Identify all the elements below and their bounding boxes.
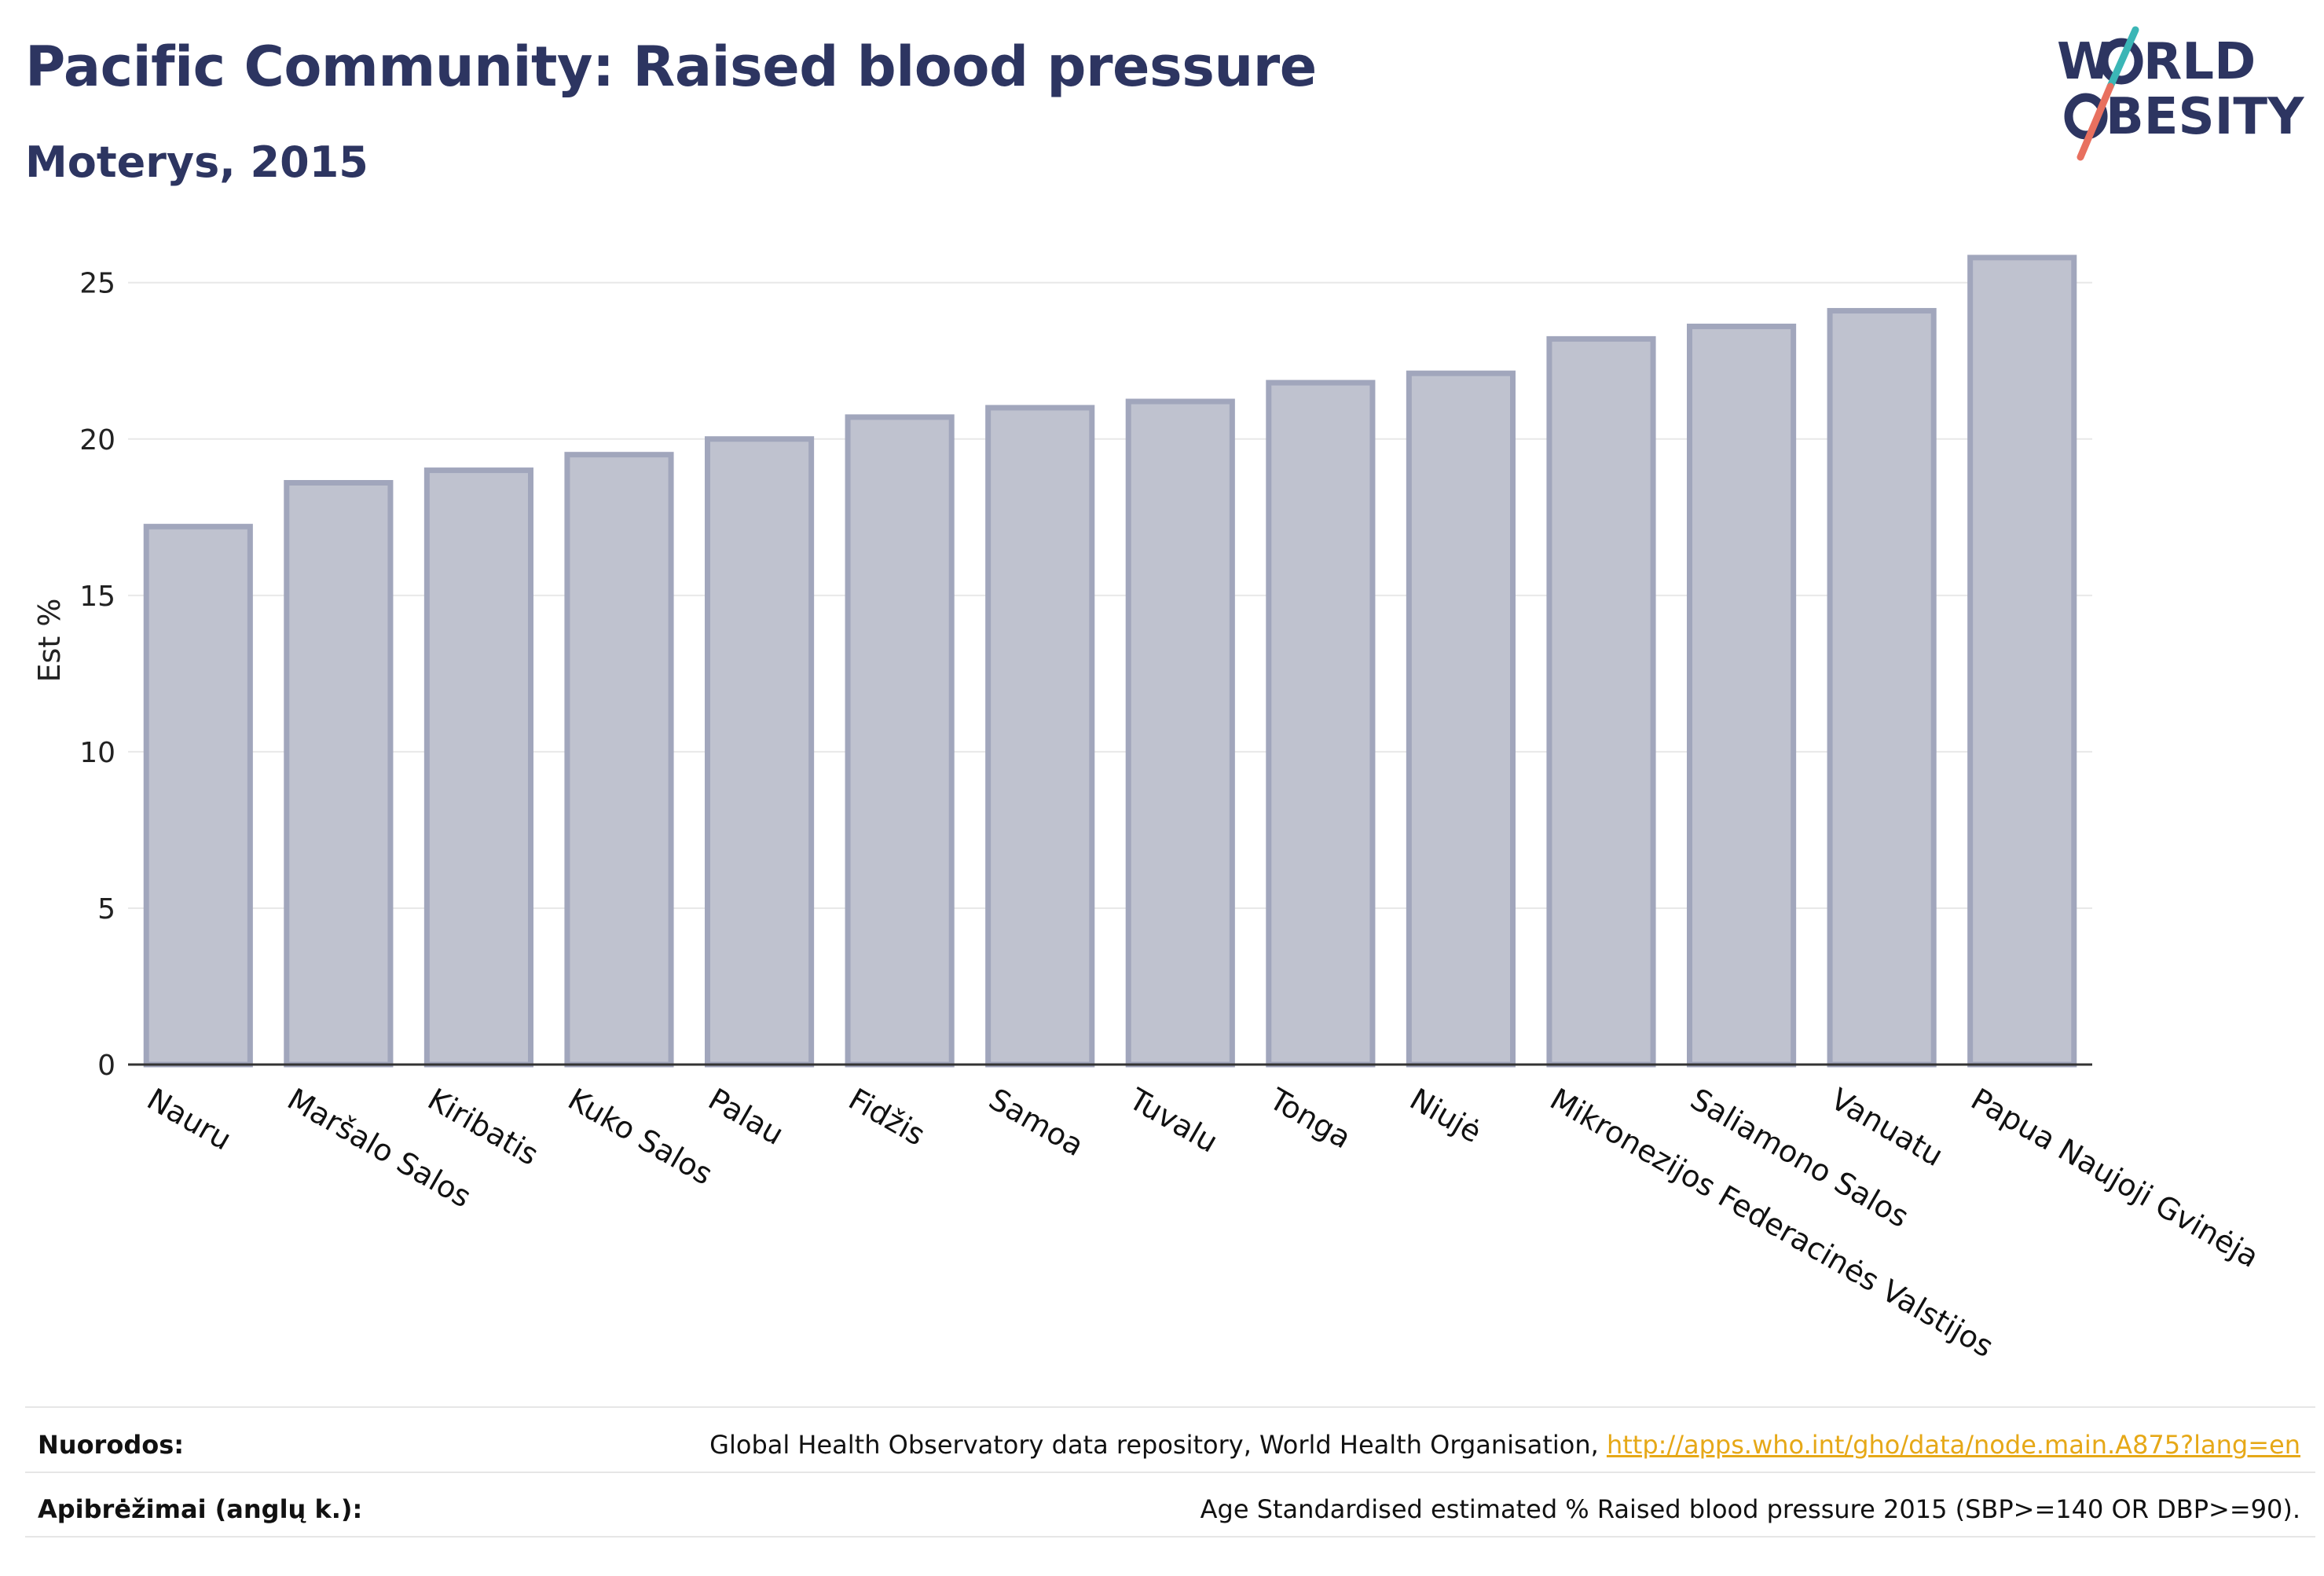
x-tick-label: Kiribatis bbox=[422, 1082, 544, 1172]
svg-text:RLD: RLD bbox=[2143, 33, 2256, 91]
bar[interactable] bbox=[1125, 398, 1235, 1068]
svg-text:BESITY: BESITY bbox=[2106, 88, 2304, 146]
bar[interactable] bbox=[143, 523, 253, 1068]
definitions-value: Age Standardised estimated % Raised bloo… bbox=[1200, 1494, 2300, 1524]
x-tick-label: Tonga bbox=[1263, 1081, 1357, 1155]
sources-link[interactable]: http://apps.who.int/gho/data/node.main.A… bbox=[1606, 1430, 2300, 1460]
x-tick-label: Kuko Salos bbox=[563, 1082, 719, 1192]
x-tick-label: Niujė bbox=[1404, 1082, 1487, 1150]
bar[interactable] bbox=[564, 452, 674, 1068]
bar[interactable] bbox=[423, 467, 533, 1068]
footer-divider-top bbox=[25, 1406, 2315, 1408]
bars bbox=[143, 255, 2077, 1068]
y-tick-label: 20 bbox=[79, 424, 115, 456]
y-tick-label: 25 bbox=[79, 268, 115, 300]
x-tick-label: Palau bbox=[702, 1082, 790, 1152]
bar[interactable] bbox=[985, 405, 1095, 1068]
bar[interactable] bbox=[705, 436, 815, 1068]
world-obesity-logo: W RLD BESITY bbox=[2057, 26, 2304, 161]
x-tick-label: Fidžis bbox=[843, 1082, 931, 1153]
x-tick-label: Nauru bbox=[141, 1082, 237, 1157]
x-tick-label: Vanuatu bbox=[1825, 1082, 1949, 1173]
chart-subtitle: Moterys, 2015 bbox=[25, 137, 368, 187]
sources-text: Global Health Observatory data repositor… bbox=[709, 1430, 1607, 1460]
footer-divider-middle bbox=[25, 1472, 2315, 1473]
gridlines bbox=[128, 281, 2092, 909]
bar[interactable] bbox=[1967, 255, 2077, 1068]
sources-label: Nuorodos: bbox=[38, 1430, 185, 1460]
chart-title: Pacific Community: Raised blood pressure bbox=[25, 35, 1317, 99]
y-tick-label: 10 bbox=[79, 737, 115, 769]
bar[interactable] bbox=[1546, 335, 1656, 1068]
footer-divider-bottom bbox=[25, 1536, 2315, 1538]
bar[interactable] bbox=[1406, 370, 1516, 1068]
x-tick-label: Tuvalu bbox=[1123, 1081, 1223, 1160]
x-tick-label: Samoa bbox=[983, 1082, 1089, 1164]
y-tick-label: 0 bbox=[97, 1050, 115, 1082]
y-axis-label: Est % bbox=[32, 599, 67, 683]
y-tick-label: 15 bbox=[79, 581, 115, 613]
bar[interactable] bbox=[1266, 379, 1376, 1068]
y-tick-label: 5 bbox=[97, 893, 115, 925]
sources-value: Global Health Observatory data repositor… bbox=[709, 1430, 2300, 1460]
bar[interactable] bbox=[845, 414, 955, 1068]
bar[interactable] bbox=[1687, 323, 1797, 1068]
bar[interactable] bbox=[284, 480, 394, 1068]
definitions-label: Apibrėžimai (anglų k.): bbox=[38, 1494, 363, 1524]
bar[interactable] bbox=[1827, 308, 1937, 1068]
y-axis-ticks: 0 5 10 15 20 25 bbox=[79, 268, 115, 1082]
x-tick-label: Papua Naujoji Gvinėja bbox=[1965, 1082, 2264, 1274]
